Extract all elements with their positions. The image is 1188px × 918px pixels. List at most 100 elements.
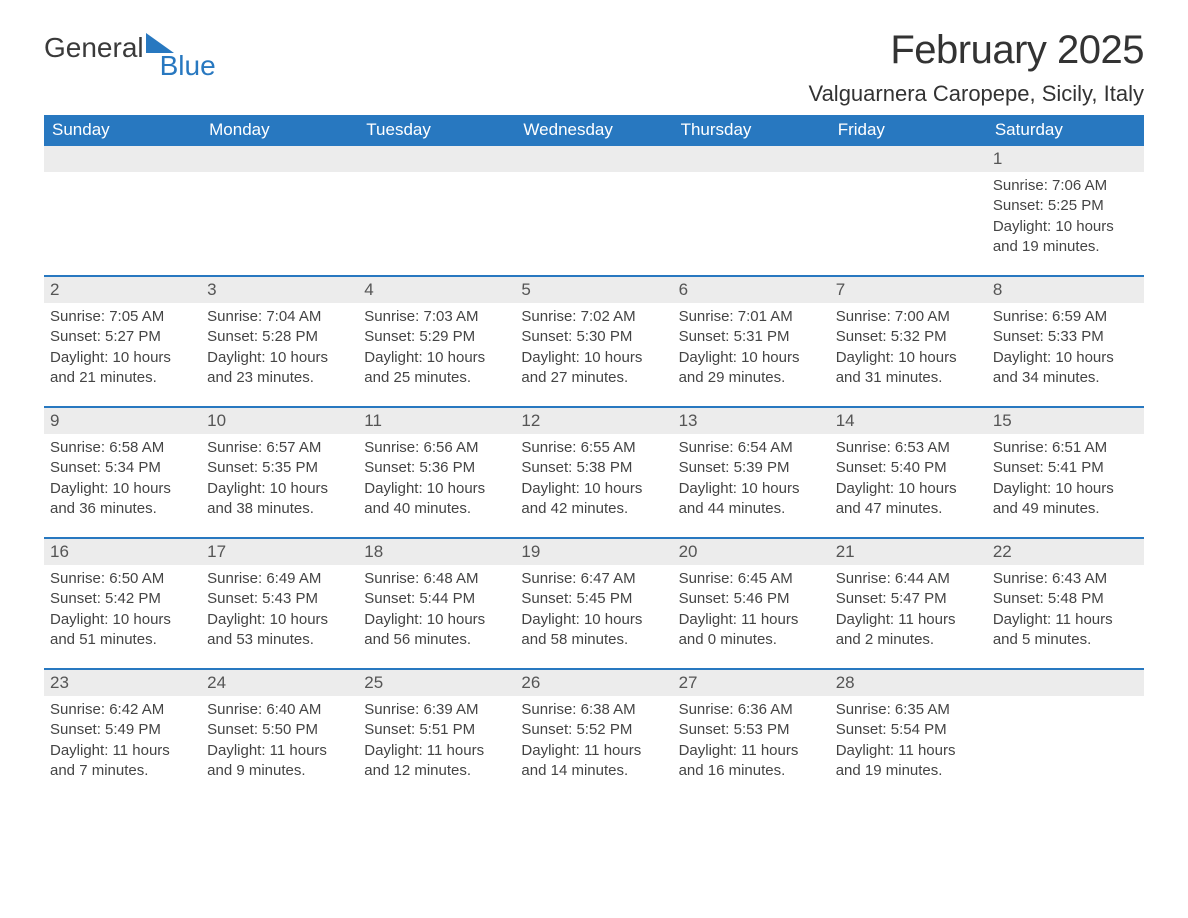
sunset-text: Sunset: 5:40 PM xyxy=(836,458,983,478)
day-number: 6 xyxy=(679,280,688,299)
day-header: Wednesday xyxy=(515,115,672,146)
daylight-text: Daylight: 10 hours and 38 minutes. xyxy=(207,479,354,520)
daylight-text: Daylight: 10 hours and 21 minutes. xyxy=(50,348,197,389)
calendar-cell xyxy=(830,146,987,275)
brand-logo: General Blue xyxy=(44,32,234,64)
day-info: Sunrise: 6:42 AMSunset: 5:49 PMDaylight:… xyxy=(48,700,197,781)
day-info: Sunrise: 6:48 AMSunset: 5:44 PMDaylight:… xyxy=(362,569,511,650)
daylight-text: Daylight: 10 hours and 51 minutes. xyxy=(50,610,197,651)
calendar-cell: 6 Sunrise: 7:01 AMSunset: 5:31 PMDaylight… xyxy=(673,275,830,406)
day-number: 5 xyxy=(521,280,530,299)
daylight-text: Daylight: 10 hours and 53 minutes. xyxy=(207,610,354,651)
day-number: 11 xyxy=(364,411,382,430)
sunrise-text: Sunrise: 6:59 AM xyxy=(993,307,1140,327)
day-info: Sunrise: 7:06 AMSunset: 5:25 PMDaylight:… xyxy=(991,176,1140,257)
daylight-text: Daylight: 11 hours and 19 minutes. xyxy=(836,741,983,782)
daylight-text: Daylight: 11 hours and 16 minutes. xyxy=(679,741,826,782)
title-block: February 2025 Valguarnera Caropepe, Sici… xyxy=(809,28,1144,107)
calendar-cell: 11 Sunrise: 6:56 AMSunset: 5:36 PMDayligh… xyxy=(358,406,515,537)
day-number: 19 xyxy=(521,542,540,561)
day-number-row: 11 xyxy=(358,408,515,434)
calendar-cell: 12Sunrise: 6:55 AMSunset: 5:38 PMDayligh… xyxy=(515,406,672,537)
sunrise-text: Sunrise: 6:47 AM xyxy=(521,569,668,589)
day-number-row: 27 xyxy=(673,670,830,696)
daylight-text: Daylight: 10 hours and 19 minutes. xyxy=(993,217,1140,258)
sunset-text: Sunset: 5:33 PM xyxy=(993,327,1140,347)
calendar-cell xyxy=(673,146,830,275)
day-number-row: 10 xyxy=(201,408,358,434)
day-number-row xyxy=(44,146,201,172)
sunrise-text: Sunrise: 7:01 AM xyxy=(679,307,826,327)
calendar-cell: 28Sunrise: 6:35 AMSunset: 5:54 PMDayligh… xyxy=(830,668,987,799)
daylight-text: Daylight: 11 hours and 5 minutes. xyxy=(993,610,1140,651)
day-number-row: 18 xyxy=(358,539,515,565)
day-number-row: 16 xyxy=(44,539,201,565)
day-number xyxy=(207,149,212,168)
day-number-row xyxy=(673,146,830,172)
day-number-row: 14 xyxy=(830,408,987,434)
calendar-cell: 23 Sunrise: 6:42 AMSunset: 5:49 PMDayligh… xyxy=(44,668,201,799)
sunset-text: Sunset: 5:46 PM xyxy=(679,589,826,609)
day-number: 26 xyxy=(521,673,540,692)
daylight-text: Daylight: 11 hours and 9 minutes. xyxy=(207,741,354,782)
calendar-cell: 7Sunrise: 7:00 AMSunset: 5:32 PMDaylight… xyxy=(830,275,987,406)
sunset-text: Sunset: 5:34 PM xyxy=(50,458,197,478)
day-number-row: 8 xyxy=(987,277,1144,303)
day-number: 23 xyxy=(50,673,69,692)
day-number-row: 28 xyxy=(830,670,987,696)
sunset-text: Sunset: 5:39 PM xyxy=(679,458,826,478)
sunset-text: Sunset: 5:53 PM xyxy=(679,720,826,740)
daylight-text: Daylight: 11 hours and 2 minutes. xyxy=(836,610,983,651)
day-info: Sunrise: 7:01 AMSunset: 5:31 PMDaylight:… xyxy=(677,307,826,388)
daylight-text: Daylight: 11 hours and 0 minutes. xyxy=(679,610,826,651)
day-info: Sunrise: 6:59 AMSunset: 5:33 PMDaylight:… xyxy=(991,307,1140,388)
calendar-cell: 20 Sunrise: 6:45 AMSunset: 5:46 PMDayligh… xyxy=(673,537,830,668)
day-info: Sunrise: 6:40 AMSunset: 5:50 PMDaylight:… xyxy=(205,700,354,781)
day-info: Sunrise: 6:56 AMSunset: 5:36 PMDaylight:… xyxy=(362,438,511,519)
day-info: Sunrise: 6:36 AMSunset: 5:53 PMDaylight:… xyxy=(677,700,826,781)
calendar-cell: 14Sunrise: 6:53 AMSunset: 5:40 PMDayligh… xyxy=(830,406,987,537)
sunrise-text: Sunrise: 6:40 AM xyxy=(207,700,354,720)
daylight-text: Daylight: 10 hours and 34 minutes. xyxy=(993,348,1140,389)
day-info: Sunrise: 6:45 AMSunset: 5:46 PMDaylight:… xyxy=(677,569,826,650)
calendar-cell: 18 Sunrise: 6:48 AMSunset: 5:44 PMDayligh… xyxy=(358,537,515,668)
calendar-cell: 8 Sunrise: 6:59 AMSunset: 5:33 PMDaylight… xyxy=(987,275,1144,406)
day-number: 20 xyxy=(679,542,698,561)
calendar-cell xyxy=(201,146,358,275)
sunset-text: Sunset: 5:31 PM xyxy=(679,327,826,347)
sunrise-text: Sunrise: 7:06 AM xyxy=(993,176,1140,196)
sunrise-text: Sunrise: 6:58 AM xyxy=(50,438,197,458)
day-number: 17 xyxy=(207,542,226,561)
calendar-cell: 25Sunrise: 6:39 AMSunset: 5:51 PMDayligh… xyxy=(358,668,515,799)
sunset-text: Sunset: 5:25 PM xyxy=(993,196,1140,216)
calendar-cell: 17 Sunrise: 6:49 AMSunset: 5:43 PMDayligh… xyxy=(201,537,358,668)
calendar-cell: 5Sunrise: 7:02 AMSunset: 5:30 PMDaylight… xyxy=(515,275,672,406)
sunrise-text: Sunrise: 6:38 AM xyxy=(521,700,668,720)
daylight-text: Daylight: 11 hours and 7 minutes. xyxy=(50,741,197,782)
sunrise-text: Sunrise: 6:42 AM xyxy=(50,700,197,720)
sunset-text: Sunset: 5:28 PM xyxy=(207,327,354,347)
sunrise-text: Sunrise: 7:04 AM xyxy=(207,307,354,327)
day-info: Sunrise: 6:54 AMSunset: 5:39 PMDaylight:… xyxy=(677,438,826,519)
sunset-text: Sunset: 5:30 PM xyxy=(521,327,668,347)
sunrise-text: Sunrise: 6:45 AM xyxy=(679,569,826,589)
day-number: 22 xyxy=(993,542,1012,561)
day-number: 1 xyxy=(993,149,1002,168)
day-number xyxy=(679,149,684,168)
day-info: Sunrise: 6:44 AMSunset: 5:47 PMDaylight:… xyxy=(834,569,983,650)
sunrise-text: Sunrise: 6:51 AM xyxy=(993,438,1140,458)
daylight-text: Daylight: 10 hours and 42 minutes. xyxy=(521,479,668,520)
day-number: 2 xyxy=(50,280,59,299)
day-number-row: 25 xyxy=(358,670,515,696)
month-title: February 2025 xyxy=(809,28,1144,73)
day-number-row: 2 xyxy=(44,277,201,303)
day-number-row: 24 xyxy=(201,670,358,696)
sunset-text: Sunset: 5:27 PM xyxy=(50,327,197,347)
day-number-row xyxy=(358,146,515,172)
day-number: 9 xyxy=(50,411,59,430)
sunrise-text: Sunrise: 6:44 AM xyxy=(836,569,983,589)
sunset-text: Sunset: 5:43 PM xyxy=(207,589,354,609)
sunset-text: Sunset: 5:42 PM xyxy=(50,589,197,609)
sunrise-text: Sunrise: 7:03 AM xyxy=(364,307,511,327)
day-info: Sunrise: 6:49 AMSunset: 5:43 PMDaylight:… xyxy=(205,569,354,650)
